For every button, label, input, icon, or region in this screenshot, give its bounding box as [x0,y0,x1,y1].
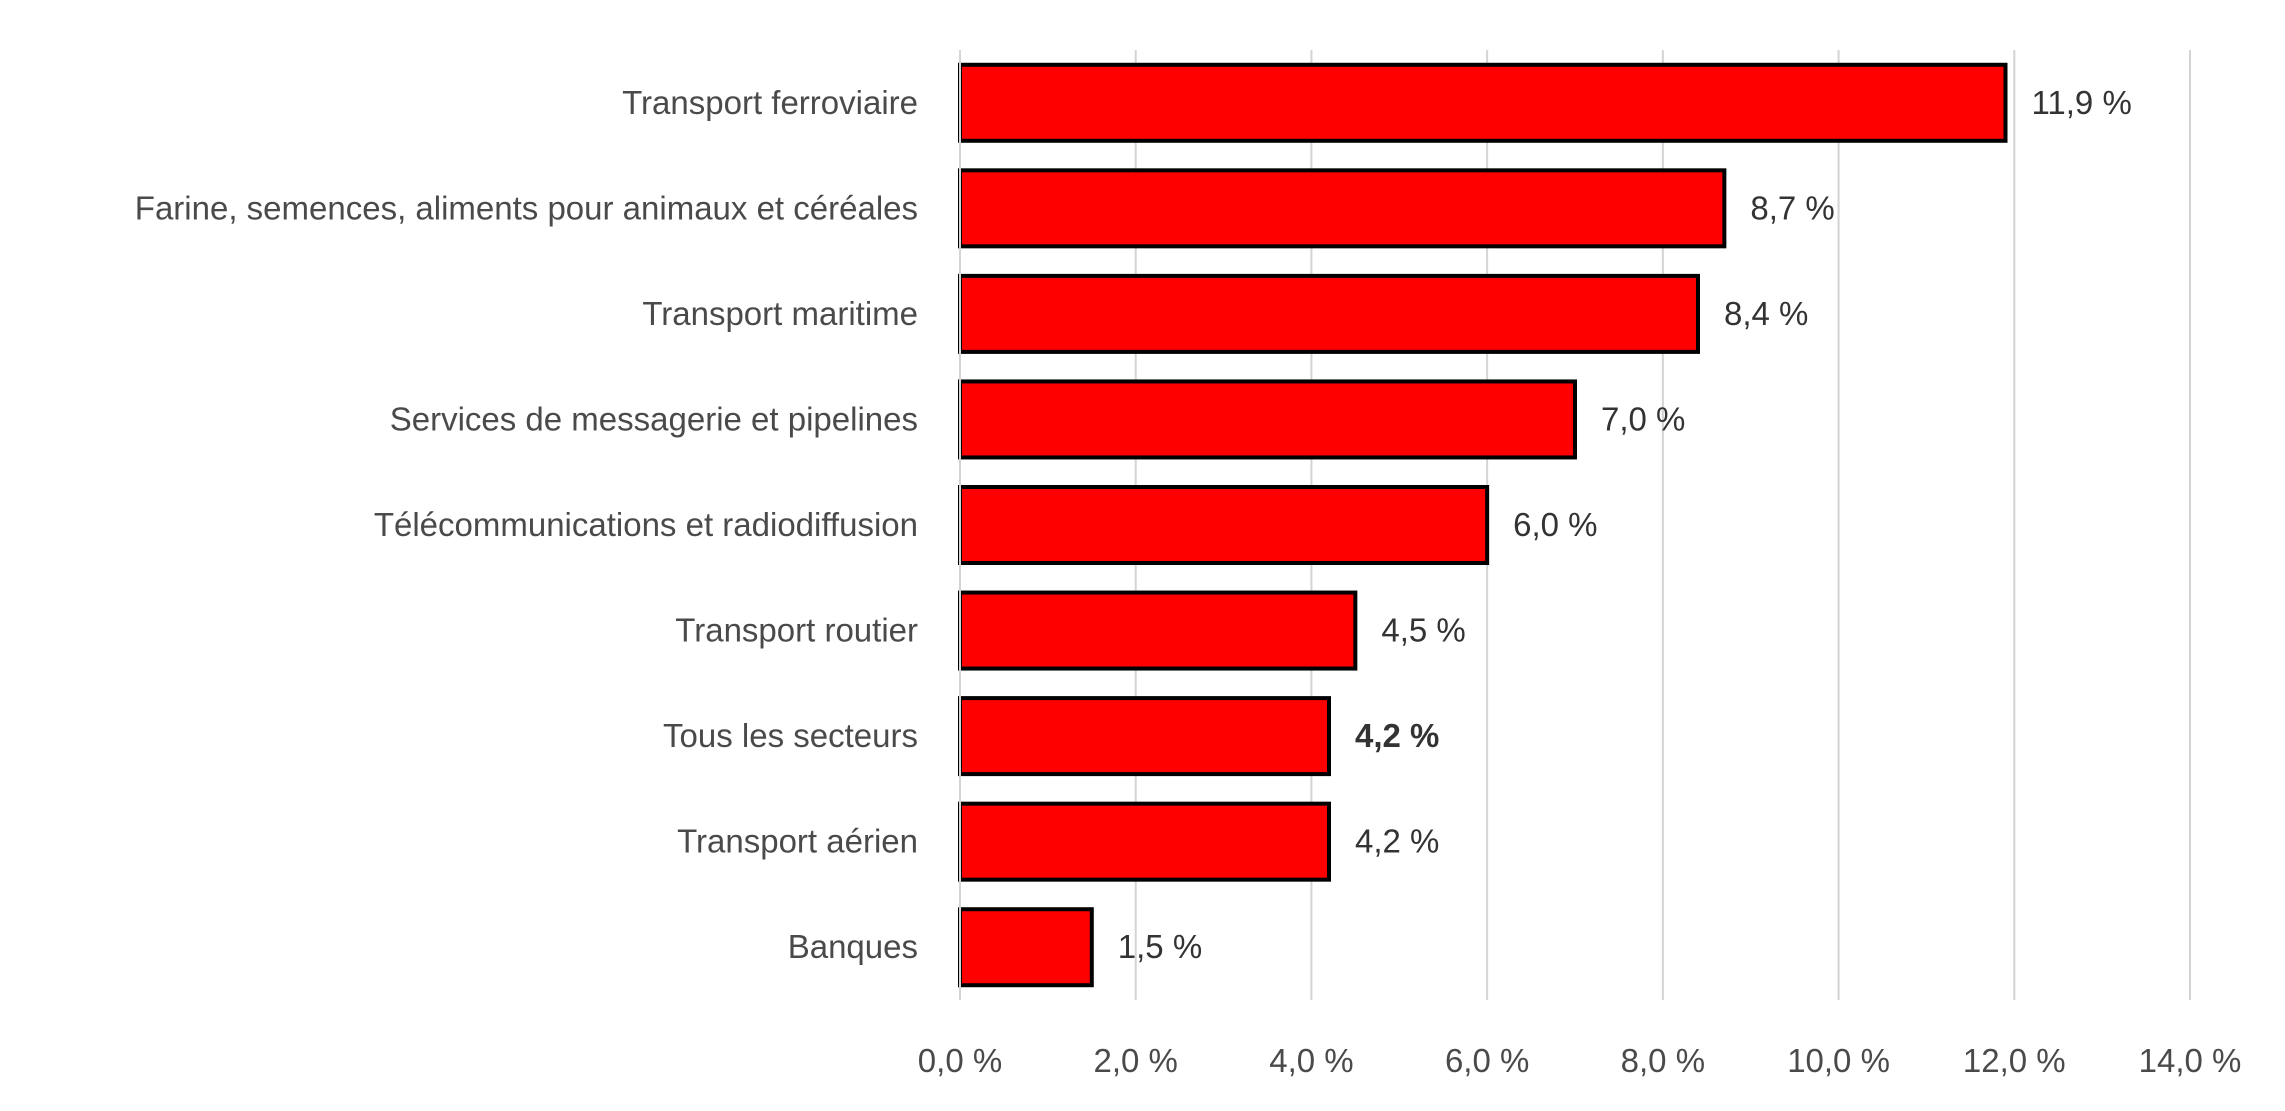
value-label: 4,2 % [1355,823,1439,860]
bar [958,801,1331,882]
bars [958,62,2008,988]
value-label: 4,2 % [1355,717,1439,754]
value-label: 8,7 % [1750,189,1834,226]
bar [958,590,1358,671]
category-label: Transport maritime [642,295,918,332]
value-label: 1,5 % [1118,928,1202,965]
bar [958,907,1094,988]
category-label: Télécommunications et radiodiffusion [374,506,918,543]
category-label: Transport aérien [677,823,918,860]
x-tick-label: 2,0 % [1094,1042,1178,1079]
category-label: Banques [788,928,918,965]
value-labels: 11,9 % 8,7 % 8,4 % 7,0 % 6,0 % 4,5 % 4,2 % 4,2 … [1118,84,2132,965]
value-label: 6,0 % [1513,506,1597,543]
category-label: Services de messagerie et pipelines [390,400,918,437]
value-label: 7,0 % [1601,400,1685,437]
value-label: 8,4 % [1724,295,1808,332]
x-axis-tick-labels: 0,0 % 2,0 % 4,0 % 6,0 % 8,0 % 10,0 % 12,0 % 14,… [918,1042,2242,1079]
category-label: Transport routier [675,612,918,649]
x-tick-label: 14,0 % [2139,1042,2242,1079]
bar [958,696,1331,777]
bar [958,379,1577,460]
x-tick-label: 8,0 % [1621,1042,1705,1079]
x-tick-label: 6,0 % [1445,1042,1529,1079]
x-tick-label: 4,0 % [1269,1042,1353,1079]
bar [958,168,1727,249]
value-label: 4,5 % [1381,612,1465,649]
category-label: Transport ferroviaire [622,84,918,121]
value-label: 11,9 % [2032,84,2132,121]
x-tick-label: 10,0 % [1787,1042,1890,1079]
bar [958,485,1490,565]
bar [958,273,1700,354]
x-tick-label: 0,0 % [918,1042,1002,1079]
category-label: Tous les secteurs [663,717,918,754]
category-labels: Transport ferroviaire Farine, semences, a… [135,84,918,965]
category-label: Farine, semences, aliments pour animaux … [135,189,918,226]
bar [958,62,2008,143]
x-tick-label: 12,0 % [1963,1042,2066,1079]
